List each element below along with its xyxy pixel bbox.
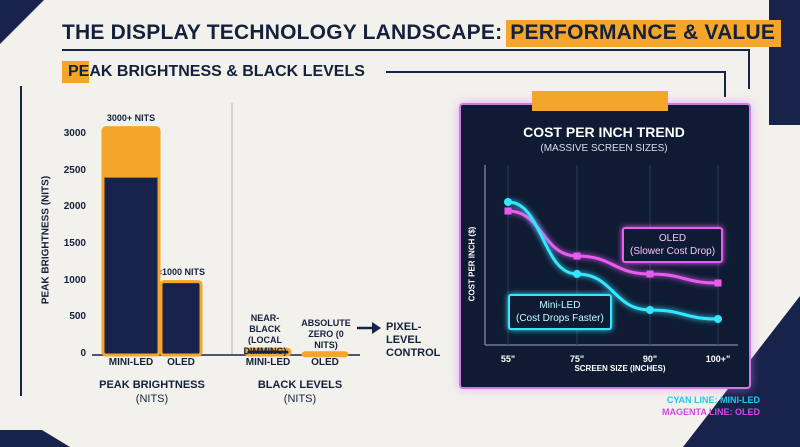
cost-trend-x-axis-label: SCREEN SIZE (INCHES)	[574, 364, 666, 373]
x-tick-label: 90"	[642, 354, 658, 364]
legend-magenta: MAGENTA LINE: OLED	[662, 407, 760, 417]
y-tick-label: 2000	[63, 201, 86, 213]
group-title-black: BLACK LEVELS (NITS)	[240, 378, 360, 406]
group-title-black-text: BLACK LEVELS	[257, 379, 343, 391]
miniled-callout-name: Mini-LED	[539, 300, 581, 311]
x-tick-label: 75"	[569, 354, 585, 364]
section-title-highlight: PE	[62, 61, 90, 83]
category-label: OLED	[167, 357, 195, 368]
series-point	[573, 252, 581, 260]
left-chart-bars	[101, 126, 349, 358]
miniled-callout-note: (Cost Drops Faster)	[516, 313, 604, 324]
header-rule-top	[62, 49, 750, 51]
y-tick-label: 1500	[63, 238, 86, 249]
bar-mini-led	[244, 347, 292, 357]
bar-miniled-highlight	[103, 127, 159, 178]
series-line-miniled	[507, 200, 719, 321]
group-title-peak: PEAK BRIGHTNESS (NITS)	[92, 378, 212, 406]
section-title: PE AK BRIGHTNESS & BLACK LEVELS	[62, 60, 365, 84]
subtitle-rule-right-vertical	[724, 71, 726, 97]
group-title-peak-unit: (NITS)	[135, 393, 169, 405]
series-point	[714, 279, 722, 287]
category-label: MINI-LED	[245, 357, 291, 368]
corner-triangle-top-left	[0, 0, 44, 44]
black-label-oled: ABSOLUTE ZERO (0 NITS)	[301, 318, 351, 350]
legend-cyan: CYAN LINE: MINI-LED	[666, 395, 760, 405]
cost-trend-panel-tab	[532, 91, 668, 111]
y-tick-label: 1000	[63, 274, 86, 286]
series-point	[714, 315, 722, 323]
series-point	[646, 306, 654, 314]
bar-oled	[159, 280, 203, 357]
category-label: OLED	[311, 357, 339, 368]
y-tick-label: 500	[69, 311, 86, 323]
pixel-level-control-label: PIXEL-LEVEL CONTROL	[386, 321, 441, 359]
bar-value-label: ≈1000 NITS	[157, 266, 205, 277]
cost-trend-series	[504, 165, 722, 345]
y-tick-label: 0	[80, 348, 86, 359]
left-panel-rule-top	[20, 86, 22, 396]
page-title-main: THE DISPLAY TECHNOLOGY LANDSCAPE:	[62, 21, 503, 44]
x-tick-label: 100+"	[705, 354, 731, 364]
cost-trend-subtitle: (MASSIVE SCREEN SIZES)	[540, 143, 668, 154]
series-point	[504, 207, 512, 215]
pixel-arrow-icon	[357, 322, 381, 334]
x-tick-label: 55"	[500, 354, 516, 364]
series-point	[646, 270, 654, 278]
bar-value-label: 3000+ NITS	[106, 112, 156, 123]
y-tick-label: 3000	[63, 128, 86, 139]
black-label-miniled: NEAR-BLACK (LOCAL DIMMING)	[243, 313, 287, 356]
oled-callout-note: (Slower Cost Drop)	[630, 246, 716, 257]
group-title-black-unit: (NITS)	[283, 393, 317, 405]
bar-oled	[301, 351, 349, 358]
category-label: MINI-LED	[108, 357, 154, 368]
page-title: THE DISPLAY TECHNOLOGY LANDSCAPE: PERFOR…	[62, 19, 782, 47]
group-title-peak-text: PEAK BRIGHTNESS	[99, 379, 205, 391]
y-tick-label: 2500	[63, 164, 86, 176]
series-point	[504, 198, 512, 206]
page-title-highlight: PERFORMANCE & VALUE	[506, 19, 782, 47]
oled-callout: OLED (Slower Cost Drop)	[622, 227, 724, 263]
section-title-rest: AK BRIGHTNESS & BLACK LEVELS	[89, 63, 365, 80]
subtitle-rule	[386, 71, 726, 73]
header-rule-right-vertical	[748, 49, 750, 89]
cost-trend-title: COST PER INCH TREND	[523, 124, 685, 140]
series-point	[573, 270, 581, 278]
miniled-callout: Mini-LED (Cost Drops Faster)	[508, 294, 612, 330]
oled-callout-name: OLED	[658, 233, 687, 244]
